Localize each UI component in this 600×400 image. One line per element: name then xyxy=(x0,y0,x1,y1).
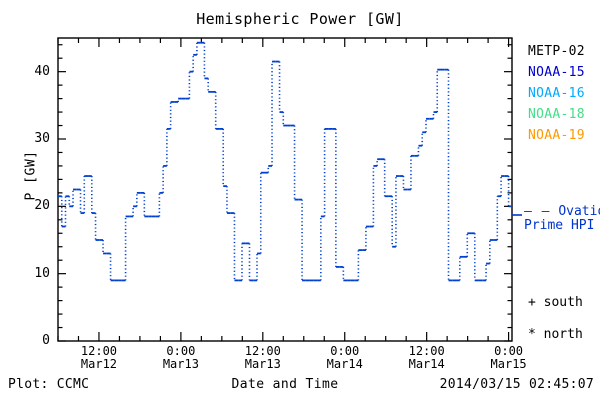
y-tick-label: 20 xyxy=(34,198,50,214)
data-series-group xyxy=(58,41,512,282)
x-tick-label: 0:00 Mar14 xyxy=(305,345,385,371)
legend-ovation: – – Ovation Prime HPI xyxy=(524,205,600,233)
y-tick-label: 30 xyxy=(34,131,50,146)
x-tick-date: Mar14 xyxy=(408,357,445,371)
x-tick-date: Mar14 xyxy=(326,357,363,371)
y-axis-ticks xyxy=(58,44,512,342)
x-tick-label: 12:00 Mar14 xyxy=(387,345,467,371)
x-tick-time: 12:00 xyxy=(80,344,118,358)
ovation-label-line2: Prime HPI xyxy=(524,218,595,233)
marker-south-icon: + xyxy=(528,295,536,310)
x-tick-date: Mar13 xyxy=(244,357,281,371)
x-tick-date: Mar13 xyxy=(162,357,199,371)
legend-item-noaa-16[interactable]: NOAA-16 xyxy=(528,86,585,101)
x-tick-time: 0:00 xyxy=(330,344,360,358)
x-tick-label: 12:00 Mar13 xyxy=(223,345,303,371)
footer-plot-source: Plot: CCMC xyxy=(8,377,90,392)
x-tick-label: 12:00 Mar12 xyxy=(59,345,139,371)
x-tick-date: Mar15 xyxy=(490,357,527,371)
marker-south-label: south xyxy=(535,295,583,310)
marker-north-label: north xyxy=(535,327,583,342)
x-axis-ticks xyxy=(57,38,510,341)
x-tick-label: 0:00 Mar13 xyxy=(141,345,221,371)
footer-timestamp: 2014/03/15 02:45:07 xyxy=(439,377,594,392)
x-tick-time: 12:00 xyxy=(244,344,281,358)
ovation-dash: – – xyxy=(524,204,551,219)
x-tick-time: 0:00 xyxy=(166,344,196,358)
y-tick-label: 0 xyxy=(42,333,50,348)
legend-item-noaa-18[interactable]: NOAA-18 xyxy=(528,107,585,122)
legend-marker-north: * north xyxy=(528,327,583,342)
x-axis-label: Date and Time xyxy=(231,377,339,392)
legend-item-noaa-15[interactable]: NOAA-15 xyxy=(528,65,585,80)
legend-item-noaa-19[interactable]: NOAA-19 xyxy=(528,128,585,143)
page-title: Hemispheric Power [GW] xyxy=(196,10,404,28)
legend-marker-south: + south xyxy=(528,295,583,310)
x-tick-date: Mar12 xyxy=(80,357,118,371)
x-tick-time: 0:00 xyxy=(494,344,524,358)
y-tick-label: 40 xyxy=(34,63,50,79)
plot-frame xyxy=(57,37,513,342)
x-tick-time: 12:00 xyxy=(408,344,445,358)
legend-item-metp-02[interactable]: METP-02 xyxy=(528,44,585,59)
ovation-label-line1: Ovation xyxy=(558,204,600,219)
marker-north-icon: * xyxy=(528,327,536,342)
plot-box xyxy=(57,37,513,342)
x-tick-label: 0:00 Mar15 xyxy=(469,345,549,371)
y-tick-label: 10 xyxy=(34,265,50,281)
